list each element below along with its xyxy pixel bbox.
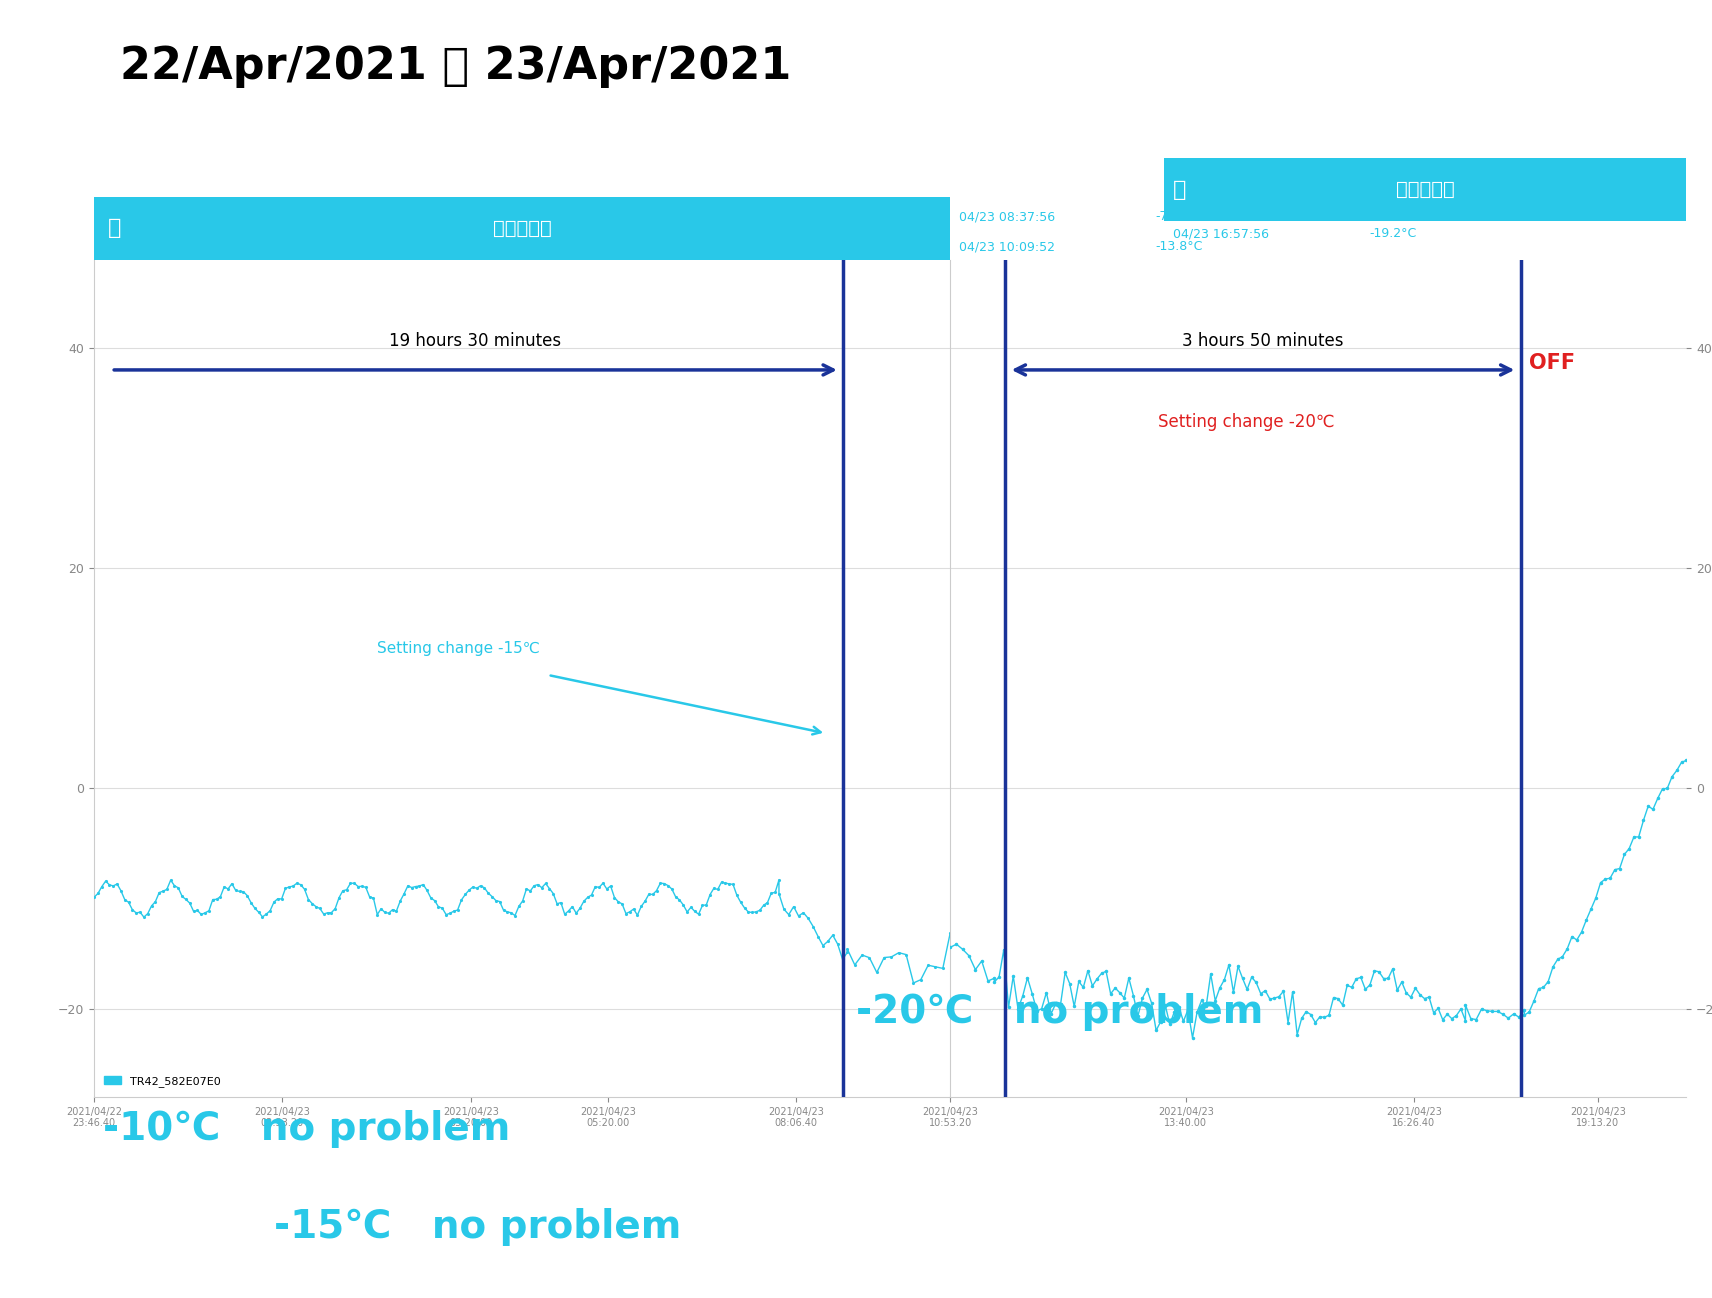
Legend: TR42_582E07E0: TR42_582E07E0 xyxy=(99,1071,224,1092)
Text: -20℃   no problem: -20℃ no problem xyxy=(856,993,1263,1032)
Text: 04/23 08:37:56: 04/23 08:37:56 xyxy=(959,210,1055,223)
Text: ＜: ＜ xyxy=(108,218,122,239)
Text: -19.2°C: -19.2°C xyxy=(1370,227,1418,240)
Text: -10℃   no problem: -10℃ no problem xyxy=(103,1110,510,1149)
Text: 04/23 10:09:52: 04/23 10:09:52 xyxy=(959,240,1055,253)
Text: グラフ表示: グラフ表示 xyxy=(1395,180,1455,199)
Text: -15℃   no problem: -15℃ no problem xyxy=(274,1207,681,1246)
Bar xyxy=(1164,158,1686,221)
Text: 22/Apr/2021 ～ 23/Apr/2021: 22/Apr/2021 ～ 23/Apr/2021 xyxy=(120,45,791,88)
Text: グラフ表示: グラフ表示 xyxy=(493,219,551,238)
Text: 3 hours 50 minutes: 3 hours 50 minutes xyxy=(1183,332,1344,350)
Text: -7.9°C: -7.9°C xyxy=(1156,210,1195,223)
Bar xyxy=(94,197,950,260)
Text: 04/23 16:57:56: 04/23 16:57:56 xyxy=(1173,227,1269,240)
Text: -13.8°C: -13.8°C xyxy=(1156,240,1204,253)
Text: 19 hours 30 minutes: 19 hours 30 minutes xyxy=(389,332,562,350)
Text: ＜: ＜ xyxy=(1173,179,1186,200)
Text: Setting change -20℃: Setting change -20℃ xyxy=(1157,413,1334,431)
Text: OFF: OFF xyxy=(1529,353,1575,374)
Text: Setting change -15℃: Setting change -15℃ xyxy=(377,641,539,657)
